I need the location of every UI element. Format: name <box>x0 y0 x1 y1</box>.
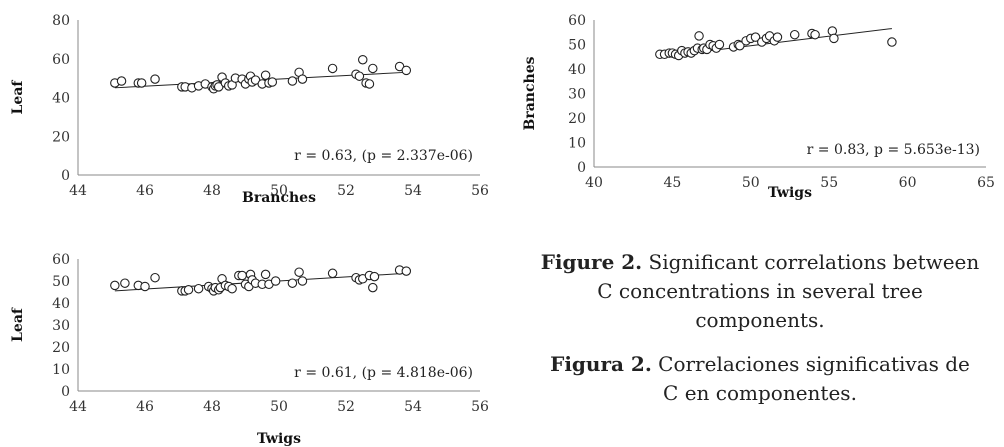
data-point <box>357 54 368 65</box>
x-tick-label: 50 <box>742 175 760 191</box>
figure-caption-spanish: Figura 2. Correlaciones significativas d… <box>540 350 980 408</box>
y-tick-label: 20 <box>52 129 70 145</box>
data-point <box>368 282 378 293</box>
x-tick-label: 52 <box>337 183 355 199</box>
data-point <box>116 76 127 86</box>
data-point <box>401 266 412 276</box>
data-point <box>829 33 839 44</box>
data-point <box>193 283 204 294</box>
x-tick-label: 40 <box>585 175 603 191</box>
data-point <box>140 281 150 292</box>
x-axis-label: Twigs <box>257 431 301 447</box>
data-point <box>294 267 304 277</box>
caption-es-text: Correlaciones significativas de C en com… <box>651 352 970 405</box>
x-tick-label: 55 <box>820 175 838 191</box>
correlation-annotation: r = 0.61, (p = 4.818e-06) <box>294 365 473 381</box>
data-point <box>789 29 800 40</box>
x-tick-label: 48 <box>203 399 221 415</box>
y-tick-label: 0 <box>577 160 586 176</box>
y-tick-label: 50 <box>568 38 586 54</box>
data-point <box>694 31 704 41</box>
y-tick-label: 80 <box>52 13 70 29</box>
x-tick-label: 50 <box>270 399 288 415</box>
caption-en-label: Figure 2. <box>540 250 643 274</box>
y-tick-label: 60 <box>52 252 70 268</box>
data-point <box>260 269 271 280</box>
correlation-annotation: r = 0.83, p = 5.653e-13) <box>807 142 980 158</box>
x-tick-label: 54 <box>404 399 422 415</box>
y-axis-label: Leaf <box>10 80 26 115</box>
y-tick-label: 40 <box>52 296 70 312</box>
data-point <box>260 70 271 80</box>
y-tick-label: 40 <box>568 62 586 78</box>
x-tick-label: 65 <box>977 175 995 191</box>
data-point <box>267 77 278 87</box>
x-tick-label: 52 <box>337 399 355 415</box>
y-tick-label: 10 <box>568 136 586 152</box>
data-point <box>287 76 298 86</box>
data-point <box>401 65 412 76</box>
data-point <box>297 276 308 286</box>
x-tick-label: 46 <box>136 399 154 415</box>
data-point <box>297 74 308 84</box>
x-tick-label: 48 <box>203 183 221 199</box>
data-point <box>287 278 298 288</box>
x-tick-label: 46 <box>136 183 154 199</box>
data-point <box>368 63 378 74</box>
data-point <box>136 78 147 88</box>
y-tick-label: 30 <box>568 87 586 103</box>
data-point <box>150 272 160 283</box>
data-point <box>887 37 897 47</box>
x-tick-label: 44 <box>69 399 87 415</box>
y-tick-label: 30 <box>52 318 70 334</box>
x-axis-label: Branches <box>242 190 316 206</box>
data-point <box>237 270 247 281</box>
data-point <box>110 280 120 291</box>
data-point <box>735 40 745 51</box>
x-tick-label: 56 <box>471 399 489 415</box>
x-tick-label: 50 <box>270 183 288 199</box>
x-tick-label: 44 <box>69 183 87 199</box>
figure-caption-english: Figure 2. Significant correlations betwe… <box>540 248 980 335</box>
data-point <box>270 276 281 286</box>
correlation-annotation: r = 0.63, (p = 2.337e-06) <box>294 148 473 164</box>
data-point <box>714 39 725 50</box>
x-axis-label: Twigs <box>768 185 812 201</box>
y-tick-label: 10 <box>52 362 70 378</box>
y-tick-label: 20 <box>568 111 586 127</box>
data-point <box>120 278 130 288</box>
y-tick-label: 60 <box>52 52 70 68</box>
data-point <box>227 283 237 294</box>
data-point <box>364 79 375 89</box>
y-tick-label: 0 <box>61 168 70 184</box>
y-axis-label: Leaf <box>10 307 26 342</box>
y-tick-label: 20 <box>52 340 70 356</box>
data-point <box>150 74 160 84</box>
caption-es-label: Figura 2. <box>550 352 652 376</box>
data-point <box>354 71 365 81</box>
scatter-chart-leaf-vs-branches: 0 20 40 60 80 44 46 48 50 52 54 56 Branches Leaf r = 0… <box>10 13 489 206</box>
data-point <box>750 32 761 42</box>
x-tick-label: 60 <box>899 175 917 191</box>
data-point <box>772 32 783 42</box>
data-point <box>327 63 338 74</box>
x-tick-label: 56 <box>471 183 489 199</box>
scatter-chart-leaf-vs-twigs: 0 10 20 30 40 50 60 44 46 48 50 52 54 56 Twigs Leaf r = … <box>10 252 489 447</box>
x-tick-label: 54 <box>404 183 422 199</box>
scatter-chart-branches-vs-twigs: 0 10 20 30 40 50 60 40 45 50 55 60 65 Twigs Branches r … <box>522 13 995 201</box>
y-tick-label: 60 <box>568 13 586 29</box>
y-tick-label: 50 <box>52 274 70 290</box>
x-tick-label: 45 <box>663 175 681 191</box>
data-point <box>327 268 338 279</box>
y-tick-label: 0 <box>61 384 70 400</box>
data-point <box>183 285 194 295</box>
y-tick-label: 40 <box>52 91 70 107</box>
data-point <box>369 271 380 282</box>
y-axis-label: Branches <box>522 56 538 130</box>
caption-en-text: Significant correlations between C conce… <box>597 250 980 332</box>
data-point <box>810 29 820 40</box>
